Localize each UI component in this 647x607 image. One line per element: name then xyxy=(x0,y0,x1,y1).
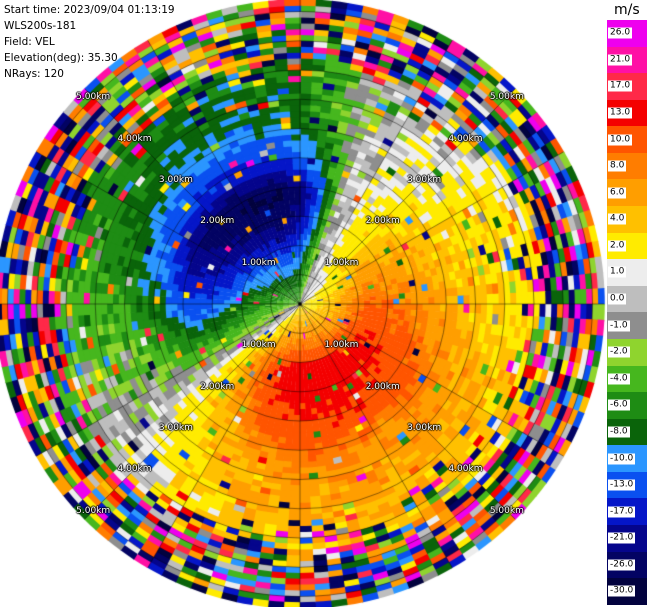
colorbar-tick-label: 4.0 xyxy=(608,213,627,225)
colorbar-swatch: 8.0 xyxy=(607,152,647,180)
colorbar-tick-label: -21.0 xyxy=(608,532,636,544)
colorbar-swatch: 17.0 xyxy=(607,73,647,100)
colorbar-swatch: -17.0 xyxy=(607,498,647,525)
colorbar-swatch: 4.0 xyxy=(607,206,647,233)
colorbar-tick-label: -4.0 xyxy=(608,373,630,385)
colorbar-tick-label: 0.0 xyxy=(608,293,627,305)
instrument-name-text: WLS200s-181 xyxy=(4,20,77,32)
colorbar-scale: 26.0 21.0 17.0 13.0 10.0 8.0 6.0 4.0 2.0 1.0 0.0 -1… xyxy=(607,20,647,605)
colorbar-tick-label: -10.0 xyxy=(608,453,636,465)
colorbar-tick-label: 6.0 xyxy=(608,187,627,199)
colorbar-tick-label: -17.0 xyxy=(608,506,636,518)
colorbar-swatch: 6.0 xyxy=(607,179,647,207)
colorbar-tick-label: -13.0 xyxy=(608,479,636,491)
nrays-text: NRays: 120 xyxy=(4,68,64,80)
colorbar-swatch: -10.0 xyxy=(607,445,647,472)
colorbar-swatch: -21.0 xyxy=(607,524,647,552)
colorbar-swatch: -6.0 xyxy=(607,392,647,419)
colorbar-tick-label: 10.0 xyxy=(608,134,633,146)
colorbar-swatch: 13.0 xyxy=(607,99,647,127)
colorbar-tick-label: 1.0 xyxy=(608,266,627,278)
colorbar-tick-label: -6.0 xyxy=(608,399,630,411)
colorbar-tick-label: 17.0 xyxy=(608,80,633,92)
colorbar-swatch: -2.0 xyxy=(607,338,647,366)
colorbar-swatch: -4.0 xyxy=(607,365,647,393)
colorbar-tick-label: -8.0 xyxy=(608,426,630,438)
colorbar-swatch: 0.0 xyxy=(607,285,647,313)
colorbar-swatch: 10.0 xyxy=(607,126,647,153)
colorbar-tick-label: 13.0 xyxy=(608,107,633,119)
colorbar-tick-label: -1.0 xyxy=(608,320,630,332)
scan-info-header: Start time: 2023/09/04 01:13:19 WLS200s-… xyxy=(4,2,175,82)
colorbar-tick-label: -30.0 xyxy=(608,585,636,597)
colorbar-units-label: m/s xyxy=(614,2,640,18)
colorbar-swatch: -1.0 xyxy=(607,312,647,339)
colorbar-tick-label: 8.0 xyxy=(608,160,627,172)
colorbar-swatch: -13.0 xyxy=(607,471,647,499)
colorbar-swatch: 26.0 xyxy=(607,20,647,47)
colorbar-tick-label: 21.0 xyxy=(608,54,633,66)
colorbar-tick-label: 2.0 xyxy=(608,240,627,252)
colorbar-tick-label: -2.0 xyxy=(608,346,630,358)
colorbar-swatch: 21.0 xyxy=(607,46,647,74)
colorbar-swatch: -30.0 xyxy=(607,578,647,605)
field-name-text: Field: VEL xyxy=(4,36,55,48)
start-time-text: Start time: 2023/09/04 01:13:19 xyxy=(4,4,175,16)
colorbar-tick-label: -26.0 xyxy=(608,559,636,571)
colorbar-swatch: 2.0 xyxy=(607,232,647,260)
colorbar-tick-label: 26.0 xyxy=(608,27,633,39)
elevation-text: Elevation(deg): 35.30 xyxy=(4,52,118,64)
colorbar-swatch: -8.0 xyxy=(607,418,647,446)
colorbar-swatch: 1.0 xyxy=(607,259,647,286)
colorbar-swatch: -26.0 xyxy=(607,551,647,579)
colorbar: m/s 26.0 21.0 17.0 13.0 10.0 8.0 6.0 4.0 2.0 1.0 0… xyxy=(607,0,647,607)
